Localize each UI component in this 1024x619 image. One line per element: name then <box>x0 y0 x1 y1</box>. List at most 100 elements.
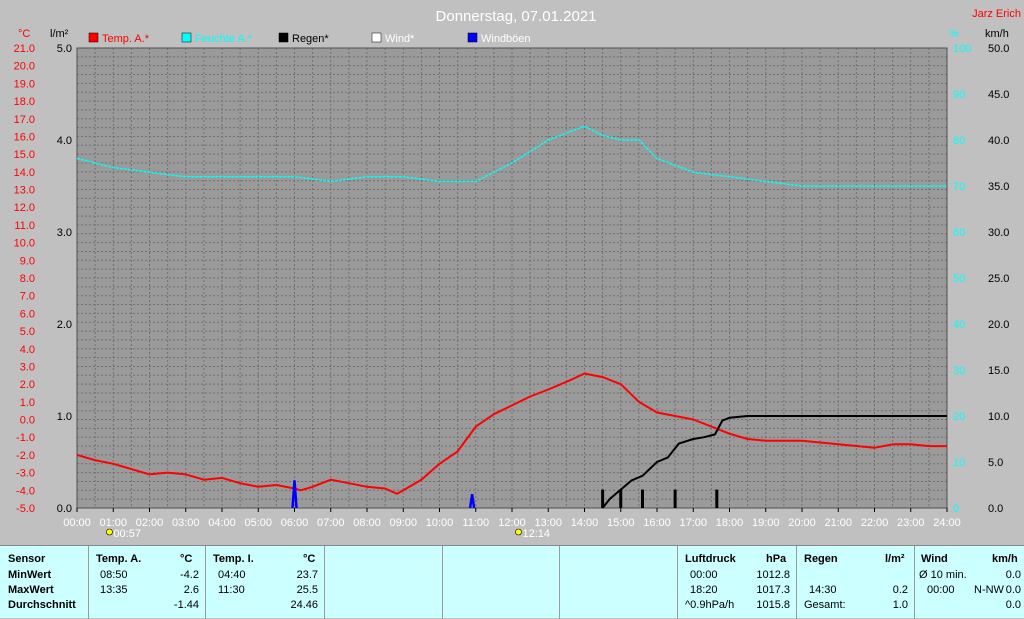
wind-unit: km/h <box>992 553 1018 565</box>
stats-col-rain: Regen l/m² 14:30 0.2 Gesamt: 1.0 <box>796 546 914 619</box>
temp-tick-label: 16.0 <box>14 131 35 143</box>
pressure-unit: hPa <box>766 553 787 565</box>
legend-swatch <box>181 32 192 43</box>
temp-tick-label: -1.0 <box>16 432 35 444</box>
wind-min-label: Ø 10 min. <box>919 569 967 581</box>
legend-item: Windböen <box>467 32 531 45</box>
wind-tick-label: 30.0 <box>988 227 1009 239</box>
legend-swatch <box>88 32 99 43</box>
sunrise-time: 00:57 <box>113 528 141 540</box>
x-tick-label: 02:00 <box>136 517 164 529</box>
humidity-tick-label: 0 <box>953 503 959 515</box>
sunset-icon <box>515 528 522 536</box>
wind-tick-label: 35.0 <box>988 181 1009 193</box>
axes: 21.0 20.0 19.0 18.0 17.0 16.0 15.0 14.0 13.0 12.0… <box>14 43 1010 529</box>
durchschnitt-label: Durchschnitt <box>8 599 76 611</box>
temp-tick-label: 17.0 <box>14 114 35 126</box>
x-tick-label: 03:00 <box>172 517 200 529</box>
pressure-min-value: 1012.8 <box>756 569 790 581</box>
legend-swatch <box>278 32 289 43</box>
temp-tick-label: 19.0 <box>14 78 35 90</box>
x-tick-label: 04:00 <box>208 517 236 529</box>
wind-tick-label: 45.0 <box>988 89 1009 101</box>
temp-a-max-time: 13:35 <box>100 584 128 596</box>
x-tick-label: 06:00 <box>281 517 309 529</box>
temp-tick-label: -5.0 <box>16 503 35 515</box>
grid-lines <box>76 47 948 509</box>
legend-label: Wind* <box>385 33 415 45</box>
stats-sensor-header: Sensor <box>8 553 46 565</box>
rain-max-time: 14:30 <box>809 584 837 596</box>
stats-col-wind: Wind km/h Ø 10 min. 0.0 00:00 N-NW 0.0 0.0 <box>914 546 1024 619</box>
x-tick-label: 05:00 <box>244 517 272 529</box>
temp-tick-label: 13.0 <box>14 185 35 197</box>
maxwert-label: MaxWert <box>8 584 54 596</box>
pressure-max-time: 18:20 <box>690 584 718 596</box>
rain-tick-label: 2.0 <box>57 319 72 331</box>
temp-tick-label: 21.0 <box>14 43 35 55</box>
x-tick-label: 10:00 <box>426 517 454 529</box>
x-tick-label: 24:00 <box>933 517 961 529</box>
x-tick-label: 12:00 <box>498 517 526 529</box>
rain-total-value: 1.0 <box>892 599 908 611</box>
temp-tick-label: 3.0 <box>20 361 35 373</box>
x-tick-label: 17:00 <box>679 517 707 529</box>
temp-a-avg-value: -1.44 <box>173 599 199 611</box>
temp-tick-label: 1.0 <box>20 397 35 409</box>
humidity-tick-label: 90 <box>953 89 965 101</box>
rain-max-value: 0.2 <box>892 584 908 596</box>
temp-i-min-value: 23.7 <box>296 569 318 581</box>
series-line <box>76 372 947 495</box>
wind-max-dir: N-NW <box>974 584 1004 596</box>
rain-tick-label: 0.0 <box>57 503 72 515</box>
x-tick-label: 09:00 <box>389 517 417 529</box>
humidity-tick-label: 30 <box>953 365 965 377</box>
sunset-time: 12:14 <box>522 528 550 540</box>
wind-tick-label: 20.0 <box>988 319 1009 331</box>
temp-a-min-time: 08:50 <box>100 569 128 581</box>
humidity-tick-label: 40 <box>953 319 965 331</box>
humidity-tick-label: 50 <box>953 273 965 285</box>
temp-i-max-value: 25.5 <box>296 584 318 596</box>
temp-a-header: Temp. A. <box>96 553 142 565</box>
x-tick-label: 20:00 <box>788 517 816 529</box>
legend-label: Windböen <box>481 33 531 45</box>
temp-tick-label: 15.0 <box>14 149 35 161</box>
minwert-label: MinWert <box>8 569 52 581</box>
rain-tick-label: 3.0 <box>57 227 72 239</box>
stats-col-empty-1 <box>324 546 442 619</box>
gust-spike <box>291 480 298 509</box>
series-line <box>76 125 947 187</box>
x-tick-label: 01:00 <box>99 517 127 529</box>
x-tick-label: 22:00 <box>861 517 889 529</box>
x-tick-label: 08:00 <box>353 517 381 529</box>
temp-tick-label: -4.0 <box>16 485 35 497</box>
legend-swatch <box>467 32 478 43</box>
chart-title: Donnerstag, 07.01.2021 <box>436 8 597 25</box>
x-tick-label: 11:00 <box>462 517 489 529</box>
wind-header: Wind <box>921 553 948 565</box>
stats-col-empty-2 <box>442 546 559 619</box>
temp-i-unit: °C <box>303 553 316 565</box>
wind-tick-label: 0.0 <box>988 503 1003 515</box>
rain-header: Regen <box>804 553 838 565</box>
temp-i-max-time: 11:30 <box>218 584 245 596</box>
humidity-unit-label: % <box>949 28 959 40</box>
temp-a-max-value: 2.6 <box>183 584 199 596</box>
temp-tick-label: 10.0 <box>14 238 35 250</box>
humidity-tick-label: 100 <box>953 43 971 55</box>
temp-tick-label: 14.0 <box>14 167 35 179</box>
pressure-trend: ^0.9hPa/h <box>685 599 735 611</box>
sunrise-icon <box>106 528 113 536</box>
temp-tick-label: -3.0 <box>16 468 35 480</box>
x-tick-label: 23:00 <box>897 517 925 529</box>
x-tick-label: 07:00 <box>317 517 345 529</box>
wind-tick-label: 40.0 <box>988 135 1009 147</box>
stats-col-empty-3 <box>559 546 677 619</box>
pressure-min-time: 00:00 <box>690 569 718 581</box>
gust-spike <box>468 494 476 509</box>
x-tick-label: 00:00 <box>63 517 91 529</box>
humidity-tick-label: 10 <box>953 457 965 469</box>
temp-tick-label: 12.0 <box>14 202 35 214</box>
legend-item: Feuchte A.* <box>181 32 253 45</box>
